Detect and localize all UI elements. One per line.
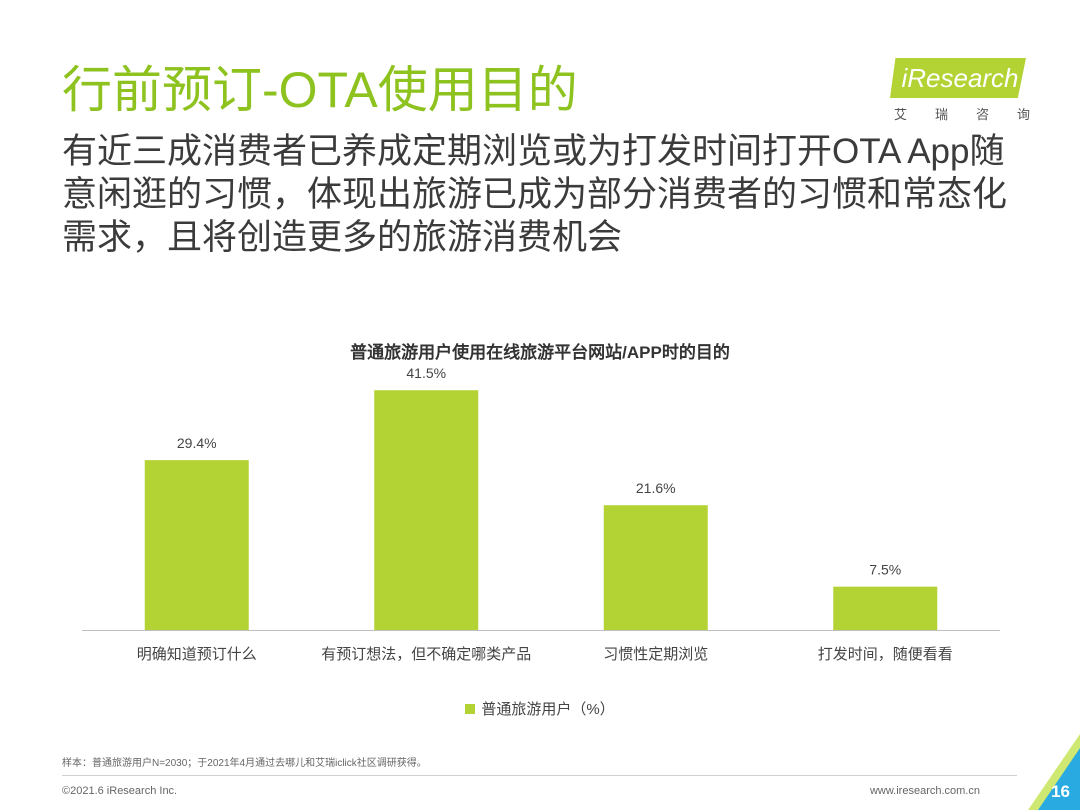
sample-note: 样本：普通旅游用户N=2030；于2021年4月通过去哪儿和艾瑞iclick社区… (62, 758, 427, 769)
data-label-3: 7.5% (869, 562, 901, 578)
bar-3 (833, 586, 938, 630)
category-label-1: 有预订想法，但不确定哪类产品 (321, 646, 531, 663)
logo-mark-shape (890, 58, 1026, 98)
logo-text: iResearch (901, 63, 1019, 93)
logo-sub-char: 瑞 (934, 107, 948, 122)
category-label-2: 习惯性定期浏览 (603, 646, 708, 663)
website-link[interactable]: www.iresearch.com.cn (869, 785, 980, 797)
copyright-text: ©2021.6 iResearch Inc. (62, 785, 178, 797)
category-label-0: 明确知道预订什么 (137, 646, 257, 663)
bar-1 (374, 390, 479, 630)
slide-title: 行前预订-OTA使用目的 (62, 62, 578, 118)
iresearch-logo: iResearch 艾 瑞 咨 询 (890, 58, 1030, 124)
category-label-3: 打发时间，随便看看 (818, 646, 953, 663)
chart-legend: 普通旅游用户（%） (0, 698, 1080, 719)
logo-sub-char: 咨 (975, 107, 989, 122)
legend-label: 普通旅游用户（%） (481, 701, 615, 718)
corner-decoration (1028, 734, 1080, 810)
data-label-2: 21.6% (636, 480, 676, 496)
data-label-1: 41.5% (406, 365, 446, 381)
bar-2 (603, 505, 708, 630)
legend-swatch (465, 703, 476, 714)
footer-divider (62, 775, 1017, 776)
bar-chart: 29.4% 明确知道预订什么 41.5% 有预订想法，但不确定哪类产品 21.6% 习惯性… (82, 365, 1000, 663)
logo-subtitle: 艾 瑞 咨 询 (894, 104, 1030, 123)
data-label-0: 29.4% (177, 435, 217, 451)
page-number: 16 (1051, 782, 1070, 801)
logo-sub-char: 艾 (894, 107, 908, 122)
bar-0 (144, 460, 249, 630)
logo-sub-char: 询 (1016, 107, 1030, 122)
slide-headline: 有近三成消费者已养成定期浏览或为打发时间打开OTA App随意闲逛的习惯，体现出… (62, 132, 1008, 257)
chart-title: 普通旅游用户使用在线旅游平台网站/APP时的目的 (350, 343, 730, 362)
